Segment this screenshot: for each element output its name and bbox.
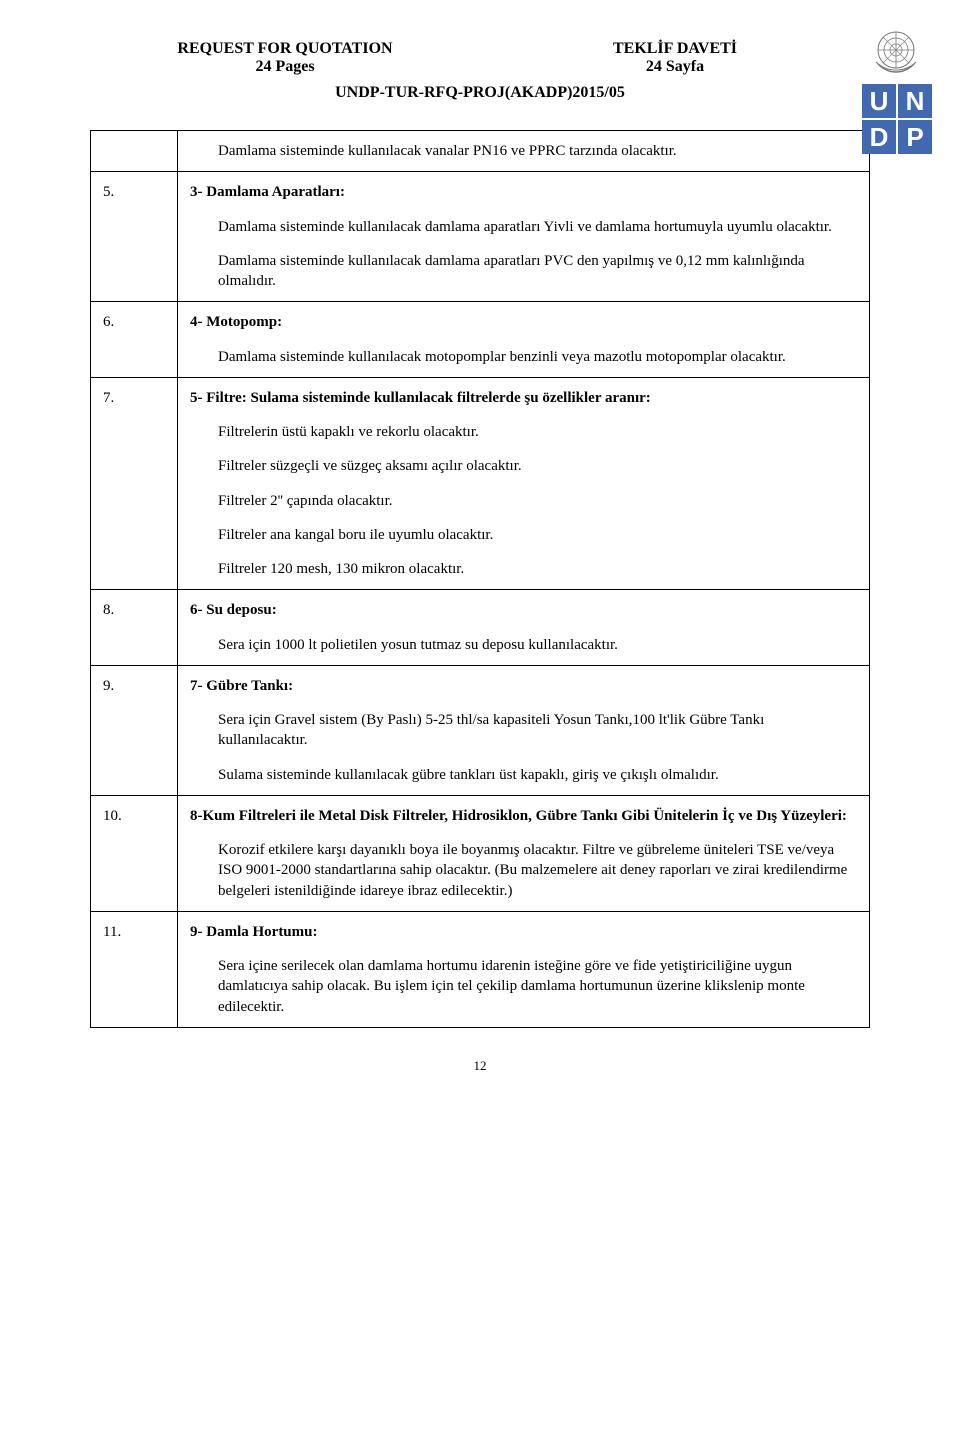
spec-heading: 7- Gübre Tankı: bbox=[190, 676, 857, 696]
table-row: 11. 9- Damla Hortumu: Sera içine serilecek… bbox=[91, 911, 870, 1027]
spec-heading: 4- Motopomp: bbox=[190, 312, 857, 332]
spec-text: Filtreler süzgeçli ve süzgeç aksamı açıl… bbox=[218, 456, 857, 476]
spec-text: Filtreler 2'' çapında olacaktır. bbox=[218, 491, 857, 511]
spec-heading: 5- Filtre: Sulama sisteminde kullanılaca… bbox=[190, 388, 857, 408]
header-left: REQUEST FOR QUOTATION 24 Pages bbox=[90, 40, 480, 76]
spec-text: Filtreler 120 mesh, 130 mikron olacaktır… bbox=[218, 559, 857, 579]
undp-logo: U N D P bbox=[862, 84, 932, 154]
row-number: 5. bbox=[91, 172, 178, 302]
row-content: 4- Motopomp: Damlama sisteminde kullanıla… bbox=[178, 302, 870, 378]
table-row: 7. 5- Filtre: Sulama sisteminde kullanıla… bbox=[91, 377, 870, 590]
table-row: 6. 4- Motopomp: Damlama sisteminde kullanı… bbox=[91, 302, 870, 378]
row-content: 3- Damlama Aparatları: Damlama sisteminde… bbox=[178, 172, 870, 302]
logo-block: U N D P bbox=[860, 22, 932, 154]
undp-letter: N bbox=[898, 84, 932, 118]
spec-heading: 3- Damlama Aparatları: bbox=[190, 182, 857, 202]
row-number bbox=[91, 131, 178, 172]
spec-text: Damlama sisteminde kullanılacak damlama … bbox=[218, 217, 857, 237]
page-header: REQUEST FOR QUOTATION 24 Pages TEKLİF DA… bbox=[90, 40, 870, 76]
row-content: 9- Damla Hortumu: Sera içine serilecek ol… bbox=[178, 911, 870, 1027]
row-number: 10. bbox=[91, 795, 178, 911]
spec-text: Damlama sisteminde kullanılacak damlama … bbox=[218, 251, 857, 292]
spec-text: Korozif etkilere karşı dayanıklı boya il… bbox=[218, 840, 857, 901]
table-row: Damlama sisteminde kullanılacak vanalar … bbox=[91, 131, 870, 172]
spec-text: Sera içine serilecek olan damlama hortum… bbox=[218, 956, 857, 1017]
header-title-en: REQUEST FOR QUOTATION bbox=[90, 40, 480, 58]
spec-text: Sera için Gravel sistem (By Paslı) 5-25 … bbox=[218, 710, 857, 751]
row-number: 8. bbox=[91, 590, 178, 666]
spec-heading: 6- Su deposu: bbox=[190, 600, 857, 620]
spec-text: Sulama sisteminde kullanılacak gübre tan… bbox=[218, 765, 857, 785]
header-right: TEKLİF DAVETİ 24 Sayfa bbox=[480, 40, 870, 76]
spec-heading: 8-Kum Filtreleri ile Metal Disk Filtrele… bbox=[190, 806, 857, 826]
undp-letter: D bbox=[862, 120, 896, 154]
spec-text: Filtreler ana kangal boru ile uyumlu ola… bbox=[218, 525, 857, 545]
row-content: 5- Filtre: Sulama sisteminde kullanılaca… bbox=[178, 377, 870, 590]
row-number: 9. bbox=[91, 665, 178, 795]
undp-letter: U bbox=[862, 84, 896, 118]
row-content: Damlama sisteminde kullanılacak vanalar … bbox=[178, 131, 870, 172]
undp-letter: P bbox=[898, 120, 932, 154]
spec-text: Sera için 1000 lt polietilen yosun tutma… bbox=[218, 635, 857, 655]
page-number: 12 bbox=[90, 1058, 870, 1074]
spec-text: Damlama sisteminde kullanılacak vanalar … bbox=[218, 141, 857, 161]
header-title-tr: TEKLİF DAVETİ bbox=[480, 40, 870, 58]
row-content: 6- Su deposu: Sera için 1000 lt polietile… bbox=[178, 590, 870, 666]
row-content: 7- Gübre Tankı: Sera için Gravel sistem (… bbox=[178, 665, 870, 795]
table-row: 10. 8-Kum Filtreleri ile Metal Disk Filtr… bbox=[91, 795, 870, 911]
header-pages-en: 24 Pages bbox=[90, 58, 480, 76]
specification-table: Damlama sisteminde kullanılacak vanalar … bbox=[90, 130, 870, 1028]
un-emblem-icon bbox=[866, 22, 926, 78]
row-number: 11. bbox=[91, 911, 178, 1027]
header-pages-tr: 24 Sayfa bbox=[480, 58, 870, 76]
table-row: 9. 7- Gübre Tankı: Sera için Gravel sistem… bbox=[91, 665, 870, 795]
spec-heading: 9- Damla Hortumu: bbox=[190, 922, 857, 942]
header-reference: UNDP-TUR-RFQ-PROJ(AKADP)2015/05 bbox=[90, 84, 870, 102]
spec-text: Damlama sisteminde kullanılacak motopomp… bbox=[218, 347, 857, 367]
row-number: 7. bbox=[91, 377, 178, 590]
row-number: 6. bbox=[91, 302, 178, 378]
spec-text: Filtrelerin üstü kapaklı ve rekorlu olac… bbox=[218, 422, 857, 442]
row-content: 8-Kum Filtreleri ile Metal Disk Filtrele… bbox=[178, 795, 870, 911]
table-row: 8. 6- Su deposu: Sera için 1000 lt polieti… bbox=[91, 590, 870, 666]
table-row: 5. 3- Damlama Aparatları: Damlama sistemin… bbox=[91, 172, 870, 302]
document-page: U N D P REQUEST FOR QUOTATION 24 Pages T… bbox=[0, 0, 960, 1114]
